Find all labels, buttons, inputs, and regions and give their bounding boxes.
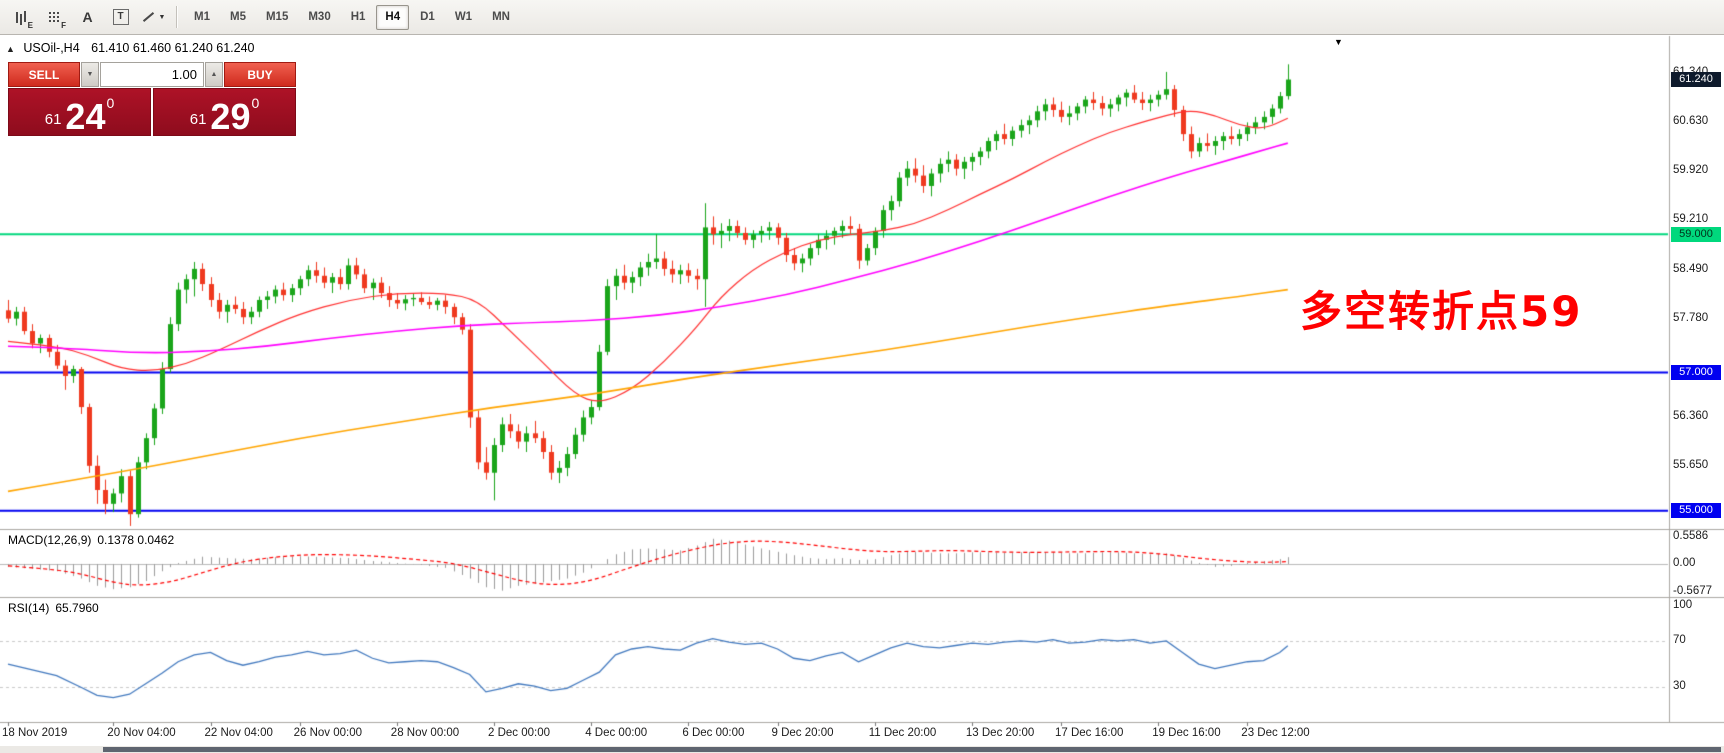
macd-values: 0.1378 0.0462 <box>97 533 175 547</box>
grid-icon[interactable]: F <box>40 3 69 31</box>
buy-price-pips: 29 <box>210 96 251 138</box>
sell-quote-panel[interactable]: 61 24 0 <box>8 88 151 136</box>
timeframe-mn[interactable]: MN <box>492 11 510 23</box>
toolbar: E F A T ▼ M1 M5 M15 M30 H1 H4 D1 W1 MN <box>0 0 1724 35</box>
buy-quote-panel[interactable]: 61 29 0 <box>153 88 296 136</box>
volume-decrease-icon[interactable]: ▼ <box>81 62 99 87</box>
bar-chart-icon-glyph <box>15 11 18 23</box>
rsi-name: RSI(14) <box>8 601 50 615</box>
sell-button[interactable]: SELL <box>8 62 80 87</box>
sell-price-fraction: 0 <box>106 95 115 111</box>
bar-chart-icon-badge: E <box>27 21 33 30</box>
pointer-tool-icon[interactable]: ▼ <box>139 3 168 31</box>
volume-increase-icon[interactable]: ▲ <box>205 62 223 87</box>
font-a-icon-glyph: A <box>82 9 93 25</box>
text-t-icon[interactable]: T <box>106 3 135 31</box>
rsi-indicator-label: RSI(14) 65.7960 <box>8 601 105 615</box>
timeframe-d1[interactable]: D1 <box>420 11 435 23</box>
one-click-trading-panel: SELL ▼ ▲ BUY 61 24 0 61 29 0 <box>8 62 296 136</box>
text-t-icon-glyph: T <box>112 9 129 25</box>
symbol-period-label: USOil-,H4 <box>23 41 80 55</box>
timeframe-m30[interactable]: M30 <box>308 11 331 23</box>
chart-shift-marker-icon[interactable]: ▼ <box>1334 37 1343 47</box>
timeframe-m1[interactable]: M1 <box>194 11 210 23</box>
horizontal-scrollbar[interactable] <box>0 746 1724 753</box>
sell-price-pips: 24 <box>65 96 106 138</box>
font-a-icon[interactable]: A <box>73 3 102 31</box>
chevron-down-icon: ▼ <box>158 13 166 21</box>
grid-icon-badge: F <box>61 21 66 30</box>
timeframe-h1[interactable]: H1 <box>350 11 366 23</box>
bar-chart-icon[interactable]: E <box>7 3 36 31</box>
rsi-value: 65.7960 <box>55 601 99 615</box>
chart-annotation-text: 多空转折点59 <box>1300 287 1583 336</box>
buy-price-fraction: 0 <box>251 95 260 111</box>
ohlc-values: 61.410 61.460 61.240 61.240 <box>91 41 255 55</box>
toolbar-separator <box>176 6 178 28</box>
timeframe-h4[interactable]: H4 <box>376 4 410 30</box>
grid-icon-glyph <box>48 12 51 14</box>
sell-price-prefix: 61 <box>44 111 62 128</box>
buy-price-prefix: 61 <box>189 111 207 128</box>
macd-indicator-label: MACD(12,26,9) 0.1378 0.0462 <box>8 533 180 547</box>
timeframe-m5[interactable]: M5 <box>229 11 246 23</box>
timeframe-w1[interactable]: W1 <box>454 11 473 23</box>
collapse-panel-icon[interactable]: ▲ <box>6 44 15 54</box>
timeframe-group: M1 M5 M15 M30 H1 H4 D1 W1 MN <box>184 4 520 30</box>
macd-name: MACD(12,26,9) <box>8 533 92 547</box>
pointer-tool-icon-glyph <box>142 12 154 22</box>
buy-button[interactable]: BUY <box>224 62 296 87</box>
volume-input[interactable] <box>100 62 204 87</box>
toolbar-icon-group: E F A T ▼ <box>5 3 170 31</box>
scrollbar-thumb[interactable] <box>103 747 1721 752</box>
chart-title: ▲ USOil-,H4 61.410 61.460 61.240 61.240 <box>6 41 255 55</box>
timeframe-m15[interactable]: M15 <box>265 11 289 23</box>
